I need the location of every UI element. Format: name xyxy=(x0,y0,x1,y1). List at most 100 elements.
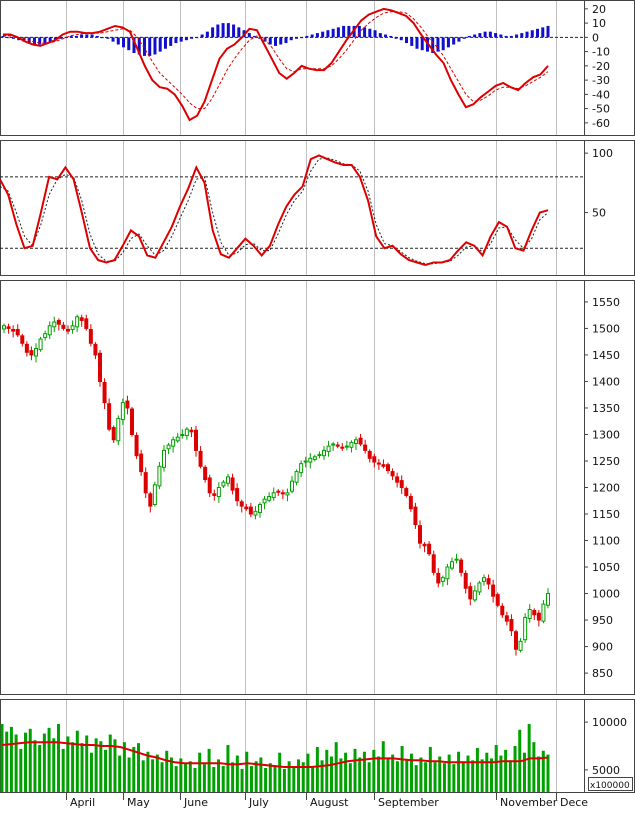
candlestick xyxy=(148,491,153,513)
candle-body xyxy=(431,554,436,573)
volume-bar xyxy=(297,759,301,792)
candle-body xyxy=(344,445,349,448)
candlestick xyxy=(20,333,25,347)
volume-bar xyxy=(47,727,51,792)
volume-bar xyxy=(85,735,89,792)
y-tick-label-macd: 20 xyxy=(592,3,606,16)
candle-body xyxy=(194,429,198,451)
candle-body xyxy=(212,493,217,496)
volume-bar xyxy=(475,747,479,792)
macd-histogram-bar xyxy=(95,35,99,38)
volume-bar xyxy=(377,756,381,792)
macd-histogram-bar xyxy=(541,27,545,38)
candlestick xyxy=(235,483,240,507)
macd-histogram-bar xyxy=(536,28,540,38)
volume-bar xyxy=(24,732,28,792)
y-tick-label-macd: -20 xyxy=(592,60,610,73)
macd-panel xyxy=(0,7,584,122)
candle-body xyxy=(367,450,372,459)
macd-histogram-bar xyxy=(279,37,283,45)
volume-bar xyxy=(438,756,442,792)
y-tick-label-price: 1550 xyxy=(592,296,620,309)
volume-bar xyxy=(249,766,253,792)
candle-body xyxy=(198,450,203,467)
volume-bar xyxy=(235,755,239,792)
volume-bar xyxy=(504,749,508,792)
volume-bar xyxy=(311,767,315,792)
candlestick xyxy=(162,445,166,472)
macd-histogram-bar xyxy=(80,34,84,38)
candle-body xyxy=(152,484,157,505)
candlestick xyxy=(2,323,6,334)
macd-histogram-bar xyxy=(452,37,456,45)
candlestick xyxy=(47,321,52,340)
candlestick xyxy=(79,314,84,327)
candlestick xyxy=(349,440,354,453)
macd-histogram-bar xyxy=(347,25,351,38)
volume-bar xyxy=(461,761,465,792)
candlestick xyxy=(532,608,537,621)
candlestick xyxy=(536,609,541,627)
macd-histogram-bar xyxy=(200,34,204,38)
candlestick xyxy=(358,433,363,447)
macd-histogram-bar xyxy=(405,37,409,44)
volume-bar xyxy=(306,753,310,792)
macd-histogram-bar xyxy=(378,33,382,38)
candlestick xyxy=(486,574,491,590)
volume-bar xyxy=(146,751,150,792)
macd-histogram-bar xyxy=(48,37,52,42)
candlestick xyxy=(52,316,57,333)
volume-bar xyxy=(344,752,348,792)
volume-bar xyxy=(0,724,4,792)
month-label: August xyxy=(310,796,349,809)
candlestick xyxy=(116,415,121,446)
y-tick-label-price: 900 xyxy=(592,641,613,654)
candlestick xyxy=(340,442,345,451)
volume-unit-label: x100000 xyxy=(590,781,630,791)
volume-bar xyxy=(457,751,461,792)
candle-body xyxy=(418,525,422,544)
candle-body xyxy=(93,343,98,356)
macd-histogram-bar xyxy=(284,37,288,44)
macd-histogram-bar xyxy=(300,37,304,39)
candle-body xyxy=(88,328,93,344)
candlestick xyxy=(376,458,381,471)
candlestick xyxy=(427,541,432,556)
volume-bar xyxy=(104,749,108,792)
candlestick xyxy=(244,503,249,511)
macd-line xyxy=(3,7,549,122)
candle-body xyxy=(390,471,395,477)
candlestick xyxy=(408,493,413,512)
candle-body xyxy=(491,584,496,597)
candle-body xyxy=(189,429,194,433)
volume-bar xyxy=(52,738,56,792)
volume-bar xyxy=(94,738,98,792)
candlestick xyxy=(194,425,198,457)
candlestick xyxy=(477,580,482,596)
volume-bar xyxy=(315,746,319,792)
candle-body xyxy=(2,325,6,330)
y-tick-label-macd: -10 xyxy=(592,46,610,59)
volume-bar xyxy=(113,739,117,792)
macd-histogram-bar xyxy=(101,37,105,39)
volume-bar xyxy=(532,742,536,792)
candlestick xyxy=(322,446,326,460)
macd-histogram-bar xyxy=(163,37,167,49)
volume-bar xyxy=(259,757,263,792)
macd-histogram-bar xyxy=(111,37,115,42)
candle-body xyxy=(399,480,404,488)
candle-body xyxy=(102,382,107,404)
volume-bar xyxy=(122,742,126,792)
month-label: Dece xyxy=(560,796,588,809)
volume-bar xyxy=(179,758,183,792)
candle-body xyxy=(139,453,144,473)
candle-body xyxy=(221,481,226,487)
candlestick xyxy=(509,614,514,636)
volume-bar xyxy=(273,765,277,792)
macd-histogram-bar xyxy=(85,34,89,38)
macd-histogram-bar xyxy=(205,31,209,38)
month-label: November xyxy=(500,796,558,809)
macd-histogram-bar xyxy=(1,35,5,38)
volume-bar xyxy=(9,726,13,792)
macd-histogram-bar xyxy=(321,31,325,38)
